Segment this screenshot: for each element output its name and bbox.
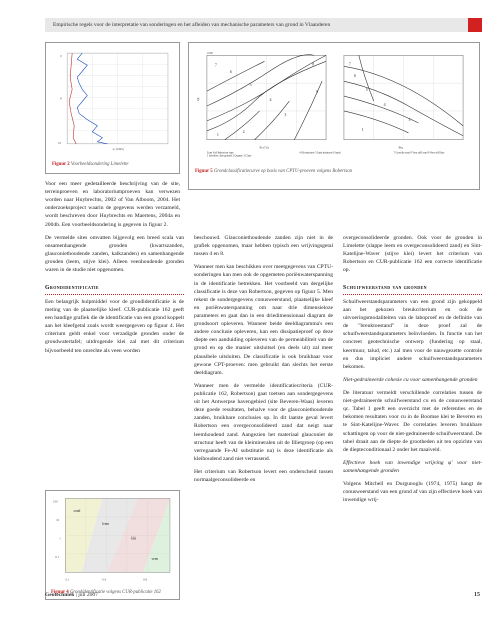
svg-text:1: 1: [362, 127, 364, 132]
c3p3-head: Niet-gedraineerde cohesie cu voor samenh…: [343, 376, 482, 384]
svg-text:8: 8: [312, 61, 314, 66]
page-number: 15: [474, 592, 480, 598]
svg-text:zand: zand: [74, 509, 81, 513]
fig2-label: Figuur 2: [52, 162, 70, 167]
svg-text:5: 5: [250, 82, 252, 87]
svg-text:leem: leem: [102, 522, 109, 526]
page-content: 0 8 16 qc (MPa) Figuur 2 Voorbeeldsonder…: [45, 42, 482, 600]
column-1: De vermelde sites omvatten bijgevolg een…: [45, 234, 184, 600]
fig5-caption-text: Grondclassificatiecurve op basis van CPT…: [214, 169, 352, 174]
c2p1: beschouwd. Glauconiethoudende zanden zij…: [194, 234, 333, 258]
svg-text:0.8: 0.8: [143, 577, 147, 581]
svg-text:3: 3: [408, 117, 410, 122]
page-header-bar: Empirische regels voor de interpretatie …: [45, 18, 482, 32]
svg-text:1: 1: [217, 132, 219, 137]
svg-text:1000: 1000: [207, 51, 213, 55]
svg-text:7: 7: [349, 61, 351, 66]
c3p4-head: Effectieve hoek van inwendige wrijving φ…: [343, 459, 482, 475]
c3p2: Schuifweerstandsparameters van een grond…: [343, 298, 482, 371]
heading-grondidentificatie: Grondidentificatie: [45, 284, 184, 295]
svg-text:0: 0: [60, 54, 62, 58]
svg-text:0.1: 0.1: [65, 577, 69, 581]
svg-text:1 Sensitive, fine grained 2 O: 1 Sensitive, fine grained 2 Organic 3 Cl…: [207, 155, 251, 158]
c3p4: Volgens Mitchell en Durgunoglu (1974, 19…: [343, 480, 482, 504]
figure-4: zand leem klei veen 100 10 1 0.1 0.1 0.4…: [45, 490, 180, 600]
fig2-caption: Figuur 2 Voorbeeldsondering Limelette: [52, 162, 173, 167]
c2p4: Het criterium van Robertson levert een o…: [194, 468, 333, 484]
text-columns: De vermelde sites omvatten bijgevolg een…: [45, 234, 482, 600]
svg-text:Fr (%): Fr (%): [260, 146, 269, 150]
svg-text:16: 16: [58, 141, 62, 145]
svg-text:Bq: Bq: [399, 146, 403, 150]
svg-text:0.1: 0.1: [55, 555, 59, 559]
svg-text:100: 100: [53, 500, 58, 504]
svg-text:2: 2: [243, 129, 245, 134]
footer-issue: juli 2007: [78, 592, 98, 598]
svg-text:Qt: Qt: [196, 98, 200, 102]
svg-text:1: 1: [59, 536, 61, 540]
heading-schuifweerstand: Schuifweerstand van gronden: [343, 284, 482, 295]
fig2-caption-text: Voorbeeldsondering Limelette: [71, 162, 129, 167]
svg-text:qc (MPa): qc (MPa): [113, 147, 124, 151]
svg-text:6: 6: [354, 73, 356, 78]
fig2-chart: 0 8 16 qc (MPa): [52, 49, 173, 154]
figure-2: 0 8 16 qc (MPa) Figuur 2 Voorbeeldsonder…: [45, 42, 180, 174]
fig5-label: Figuur 5: [195, 169, 213, 174]
footer-journal-name: Geotechniek: [45, 592, 74, 598]
header-accent-block: [468, 18, 482, 32]
footer-journal: Geotechniek | juli 2007: [45, 592, 98, 598]
c1p1: De vermelde sites omvatten bijgevolg een…: [45, 234, 184, 275]
c3p3: De literatuur vermeldt verschillende cor…: [343, 389, 482, 454]
svg-text:7: 7: [215, 62, 217, 67]
svg-text:9: 9: [316, 89, 318, 94]
svg-text:4: 4: [269, 97, 271, 102]
svg-text:3: 3: [284, 112, 286, 117]
svg-text:8: 8: [60, 96, 62, 100]
svg-text:4 Silt mixtures 5 Sand mixtur: 4 Silt mixtures 5 Sand mixtures 6 Sands: [299, 152, 340, 155]
svg-text:klei: klei: [131, 536, 136, 540]
c2p2: Wanneer men kan beschikken over meetgege…: [194, 263, 333, 377]
svg-text:10: 10: [56, 518, 60, 522]
column-2: beschouwd. Glauconiethoudende zanden zij…: [194, 234, 333, 600]
col1-lead-paragraph: Voor een meer gedetailleerde beschrijvin…: [45, 180, 180, 229]
svg-text:0.4: 0.4: [102, 577, 106, 581]
svg-text:4: 4: [384, 102, 386, 107]
col1-top-text: Voor een meer gedetailleerde beschrijvin…: [45, 180, 180, 229]
figure-5: Fr (%) Qt 1000 7 6 5 4 3 2 1 8 9: [188, 42, 480, 190]
svg-text:7 Gravelly sand 8 Very stiff: 7 Gravelly sand 8 Very stiff sand 9 Very…: [394, 152, 446, 155]
c2p3: Wanneer men de vermelde identificatiecri…: [194, 382, 333, 463]
fig4-chart: zand leem klei veen 100 10 1 0.1 0.1 0.4…: [51, 496, 174, 584]
fig5-chart: Fr (%) Qt 1000 7 6 5 4 3 2 1 8 9: [195, 49, 473, 161]
svg-text:veen: veen: [151, 557, 158, 561]
fig5-caption: Figuur 5 Grondclassificatiecurve op basi…: [195, 169, 473, 174]
svg-text:6: 6: [230, 69, 232, 74]
svg-text:5: 5: [366, 87, 368, 92]
c1p2: Een belangrijk hulpmiddel voor de grondi…: [45, 298, 184, 355]
c3p1: overgeconsolideerde gronden. Ook voor de…: [343, 234, 482, 275]
running-title: Empirische regels voor de interpretatie …: [45, 22, 468, 28]
column-3: overgeconsolideerde gronden. Ook voor de…: [343, 234, 482, 600]
